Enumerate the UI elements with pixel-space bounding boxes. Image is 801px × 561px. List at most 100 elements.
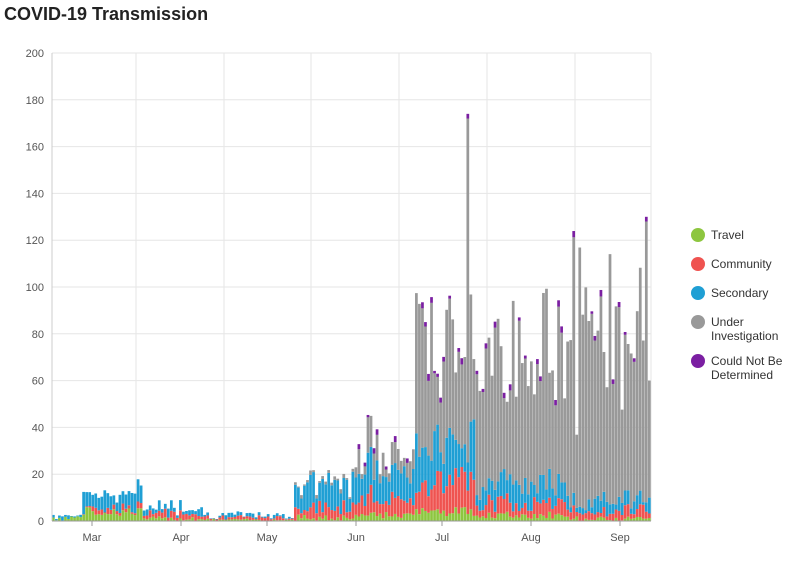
- bar-segment: [357, 473, 361, 503]
- legend-label-cnbd-1: Could Not Be: [711, 354, 783, 368]
- bar-segment: [381, 518, 385, 521]
- bar-segment: [481, 388, 485, 392]
- bar-segment: [209, 518, 213, 519]
- bar-segment: [611, 383, 615, 504]
- bar-segment: [333, 476, 337, 480]
- bar-segment: [511, 300, 515, 485]
- bar-segment: [287, 516, 291, 519]
- bar-segment: [466, 118, 470, 463]
- bar-segment: [384, 469, 388, 478]
- bar-segment: [581, 508, 585, 515]
- bar-segment: [442, 463, 445, 494]
- bar-segment: [539, 474, 542, 504]
- bar-segment: [70, 516, 73, 521]
- bar-segment: [145, 515, 149, 520]
- bar-segment: [97, 497, 101, 511]
- bar-segment: [157, 510, 161, 517]
- bar-segment: [626, 504, 630, 517]
- bar-segment: [478, 499, 482, 511]
- bar-segment: [173, 511, 176, 520]
- bar-segment: [481, 391, 485, 488]
- bar-segment: [297, 514, 300, 521]
- bar-segment: [173, 519, 176, 521]
- bar-segment: [393, 436, 397, 443]
- bar-segment: [560, 499, 563, 516]
- bar-segment: [166, 508, 170, 518]
- bar-segment: [424, 322, 427, 327]
- bar-segment: [635, 311, 639, 496]
- bar-segment: [551, 508, 554, 519]
- bar-segment: [638, 517, 642, 521]
- bar-segment: [336, 480, 340, 507]
- bar-segment: [145, 519, 149, 521]
- bar-segment: [542, 474, 545, 500]
- bar-segment: [381, 504, 385, 519]
- bar-segment: [569, 512, 573, 520]
- bar-segment: [442, 510, 445, 521]
- bar-segment: [508, 474, 512, 503]
- bar-segment: [623, 331, 627, 335]
- bar-segment: [399, 499, 403, 518]
- legend-marker-could-not-be-determined: [691, 354, 705, 368]
- x-tick-label: Mar: [83, 532, 102, 544]
- bar-segment: [85, 507, 89, 521]
- bar-segment: [469, 294, 473, 422]
- bar-segment: [393, 463, 397, 498]
- bar-segment: [560, 482, 563, 500]
- bar-segment: [439, 452, 442, 472]
- bar-segment: [142, 518, 146, 521]
- bar-segment: [245, 513, 249, 517]
- bar-segment: [88, 506, 92, 508]
- bar-segment: [514, 396, 518, 481]
- bar-segment: [348, 519, 352, 521]
- bar-segment: [336, 506, 340, 518]
- bar-segment: [572, 492, 576, 506]
- bar-segment: [402, 513, 406, 521]
- bar-segment: [641, 518, 645, 521]
- bar-segment: [502, 498, 506, 514]
- bar-segment: [454, 439, 458, 469]
- bar-segment: [194, 511, 197, 515]
- bar-segment: [272, 518, 276, 520]
- bar-segment: [408, 461, 412, 484]
- bar-segment: [200, 519, 203, 521]
- bar-segment: [626, 490, 630, 505]
- bar-segment: [124, 512, 128, 521]
- bar-segment: [539, 376, 542, 382]
- bar-segment: [297, 486, 300, 488]
- bar-segment: [421, 308, 424, 448]
- bar-segment: [290, 518, 294, 520]
- bar-segment: [614, 504, 618, 510]
- bar-segment: [369, 446, 373, 485]
- bar-segment: [523, 358, 527, 478]
- bar-segment: [539, 381, 542, 475]
- bar-segment: [266, 516, 270, 521]
- y-tick-label: 160: [26, 142, 44, 154]
- bar-segment: [575, 507, 579, 513]
- bar-segment: [384, 477, 388, 502]
- bar-segment: [620, 514, 624, 521]
- bar-segment: [590, 311, 594, 314]
- bar-segment: [647, 518, 651, 521]
- bar-segment: [412, 505, 415, 515]
- bar-segment: [248, 516, 252, 521]
- bar-segment: [644, 511, 648, 519]
- bar-segment: [348, 511, 352, 520]
- bar-segment: [632, 501, 636, 515]
- bar-segment: [496, 513, 500, 521]
- bar-segment: [360, 478, 364, 496]
- bar-segment: [372, 502, 376, 513]
- bar-segment: [194, 514, 197, 521]
- bar-segment: [508, 502, 512, 517]
- bar-segment: [375, 501, 379, 517]
- bar-segment: [327, 472, 331, 508]
- bar-segment: [360, 474, 364, 479]
- bar-segment: [390, 442, 394, 465]
- bar-segment: [203, 516, 206, 520]
- bar-segment: [496, 481, 500, 497]
- bar-segment: [499, 472, 503, 496]
- bar-segment: [412, 514, 415, 521]
- bar-segment: [463, 471, 467, 508]
- bar-segment: [372, 479, 376, 503]
- bar-segment: [508, 390, 512, 475]
